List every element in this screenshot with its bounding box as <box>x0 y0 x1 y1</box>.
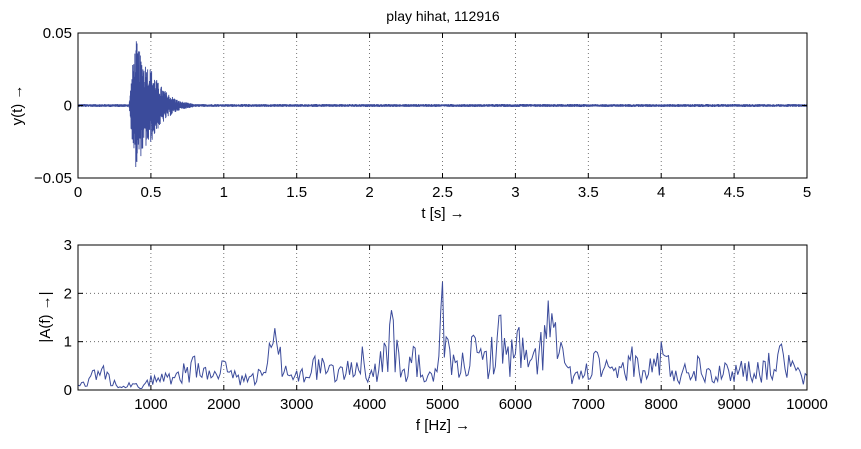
x-tick-label: 5 <box>803 184 811 201</box>
x-tick-label: 7000 <box>572 396 605 413</box>
x-tick-label: 1.5 <box>286 184 307 201</box>
x-tick-label: 2000 <box>207 396 240 413</box>
x-tick-label: 3 <box>511 184 519 201</box>
time-signal-line <box>78 41 807 167</box>
x-tick-label: 2 <box>365 184 373 201</box>
y-tick-label: 1 <box>64 334 72 351</box>
time-signal-plot: play hihat, 112916 0 0.5 1 1.5 2 2.5 3 3.5 4 4.5 5… <box>9 8 811 222</box>
x-tick-label: 5000 <box>426 396 459 413</box>
x-tick-label: 9000 <box>717 396 750 413</box>
y-tick-label: 0.05 <box>43 25 72 42</box>
x-tick-label: 4 <box>657 184 665 201</box>
y-tick-label: 3 <box>64 237 72 254</box>
x-tick-label: 1000 <box>134 396 167 413</box>
y-tick-label: 0 <box>64 382 72 399</box>
time-plot-title: play hihat, 112916 <box>386 8 500 24</box>
y-tick-label: −0.05 <box>34 170 72 187</box>
y-tick-label: 2 <box>64 285 72 302</box>
x-tick-label: 1 <box>220 184 228 201</box>
x-tick-label: 3000 <box>280 396 313 413</box>
x-tick-label: 6000 <box>499 396 532 413</box>
time-y-ticks: −0.05 0 0.05 <box>34 25 807 187</box>
spectrum-x-ticks: 1000 2000 3000 4000 5000 6000 7000 8000 9000 1000… <box>134 245 828 413</box>
x-tick-label: 0 <box>74 184 82 201</box>
x-tick-label: 8000 <box>645 396 678 413</box>
x-tick-label: 2.5 <box>432 184 453 201</box>
x-tick-label: 4000 <box>353 396 386 413</box>
y-tick-label: 0 <box>64 98 72 115</box>
spectrum-y-ticks: 0 1 2 3 <box>64 237 807 399</box>
spectrum-plot: 1000 2000 3000 4000 5000 6000 7000 8000 9000 1000… <box>37 237 828 434</box>
x-tick-label: 3.5 <box>578 184 599 201</box>
spectrum-y-axis-label: |A(f) →| <box>37 291 54 342</box>
time-y-axis-label: y(t) → <box>9 85 26 126</box>
spectrum-x-axis-label: f [Hz] → <box>416 417 470 434</box>
time-x-ticks: 0 0.5 1 1.5 2 2.5 3 3.5 4 4.5 5 <box>74 33 811 201</box>
x-tick-label: 0.5 <box>140 184 161 201</box>
time-x-axis-label: t [s] → <box>421 205 464 222</box>
spectrum-line <box>78 281 807 389</box>
x-tick-label: 4.5 <box>724 184 745 201</box>
x-tick-label: 10000 <box>786 396 828 413</box>
